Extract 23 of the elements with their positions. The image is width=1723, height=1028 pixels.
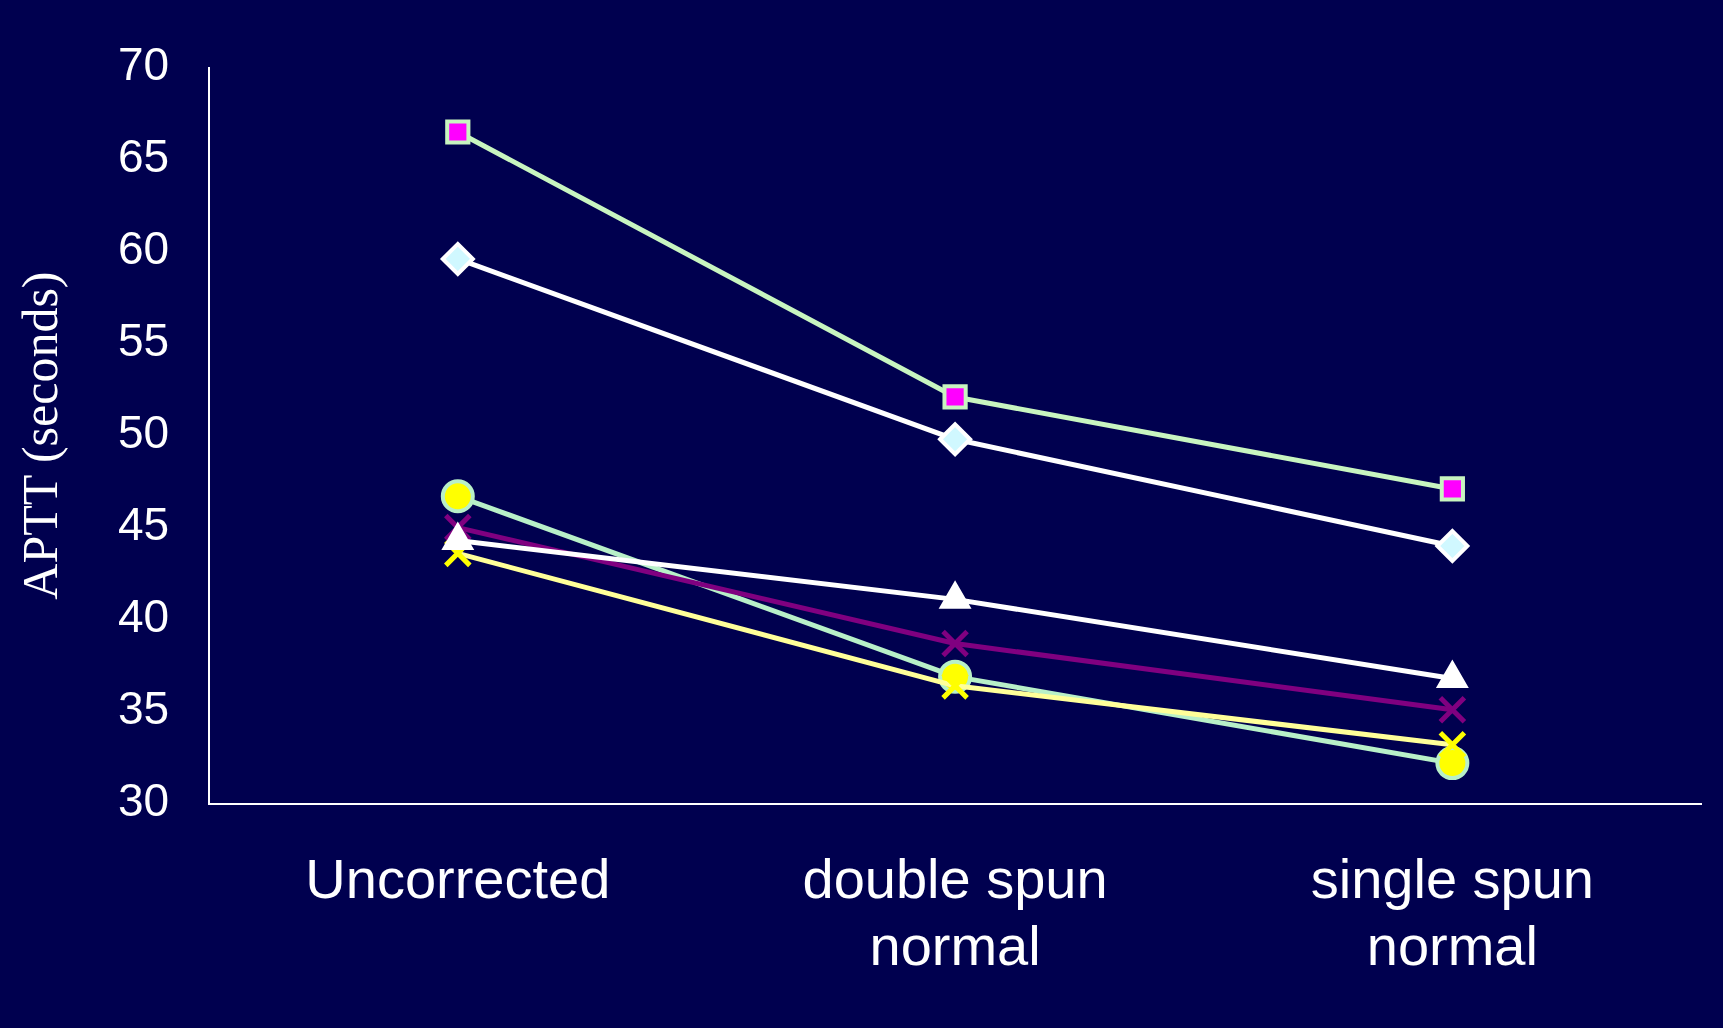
point [942,384,968,410]
point [1437,730,1467,760]
y-axis-title: APTT (seconds) [12,271,69,600]
point [938,422,973,457]
y-tick-label: 55 [117,314,170,367]
y-tick-label: 45 [117,498,170,551]
x-tick-label: double spun normal [802,846,1108,977]
point [440,241,475,276]
point [1437,695,1467,725]
y-tick-label: 40 [117,590,170,643]
y-tick-label: 70 [117,38,170,91]
y-tick-label: 50 [117,406,170,459]
y-tick-label: 30 [117,774,170,827]
point [1439,476,1465,502]
y-tick-label: 35 [117,682,170,735]
point [445,119,471,145]
point [1435,529,1470,563]
point [440,479,475,514]
y-tick-label: 60 [117,222,170,275]
x-tick-label: single spun normal [1310,846,1595,977]
point [940,629,970,659]
y-tick-label: 65 [117,130,170,183]
x-tick-label: Uncorrected [305,846,611,910]
